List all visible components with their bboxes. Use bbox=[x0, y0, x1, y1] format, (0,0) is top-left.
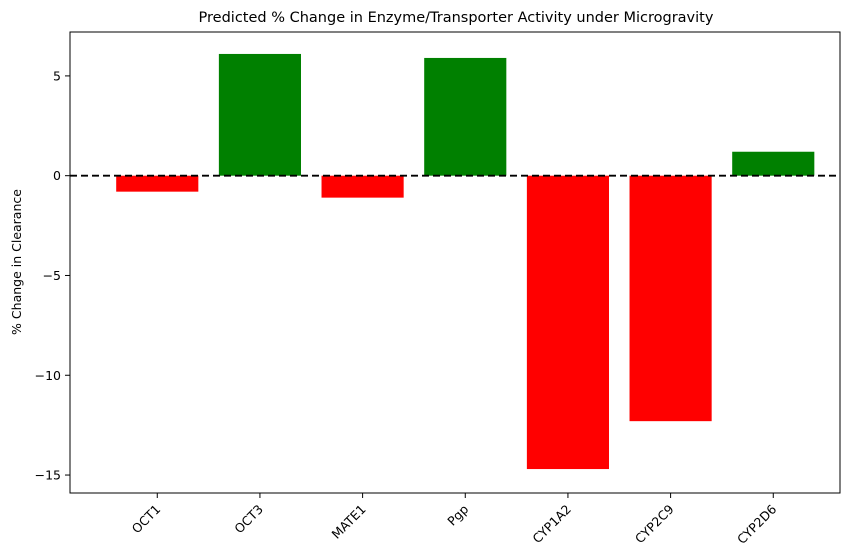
y-tick-label: −5 bbox=[43, 268, 61, 283]
y-axis-ticks: −15 −10 −5 0 5 bbox=[35, 68, 70, 483]
bar-pgp bbox=[424, 57, 507, 176]
x-tick-label-mate1: MATE1 bbox=[329, 502, 369, 542]
y-tick-label: −10 bbox=[35, 368, 61, 383]
bar-cyp1a2 bbox=[526, 175, 609, 470]
y-tick-label: 0 bbox=[53, 168, 61, 183]
bar-cyp2d6 bbox=[732, 151, 815, 176]
x-tick-label-cyp1a2: CYP1A2 bbox=[529, 502, 574, 547]
bar-cyp2c9 bbox=[629, 175, 712, 422]
plot-frame bbox=[69, 31, 841, 494]
y-axis-label: % Change in Clearance bbox=[9, 189, 24, 335]
y-tick-label: −15 bbox=[35, 468, 61, 483]
x-tick-label-cyp2c9: CYP2C9 bbox=[632, 501, 677, 546]
x-tick-label-oct3: OCT3 bbox=[231, 502, 266, 537]
x-tick-label-cyp2d6: CYP2D6 bbox=[734, 501, 779, 546]
x-tick-label-pgp: Pgp bbox=[444, 501, 471, 528]
bar-oct3 bbox=[218, 53, 301, 176]
chart-title: Predicted % Change in Enzyme/Transporter… bbox=[199, 10, 714, 26]
bars-group bbox=[116, 53, 815, 470]
y-tick-label: 5 bbox=[53, 68, 61, 83]
bar-oct1 bbox=[116, 175, 199, 192]
x-axis-ticks: OCT1 OCT3 MATE1 Pgp CYP1A2 CYP2C9 CYP2D6 bbox=[129, 493, 779, 547]
bar-mate1 bbox=[321, 175, 404, 198]
x-tick-label-oct1: OCT1 bbox=[129, 502, 164, 537]
